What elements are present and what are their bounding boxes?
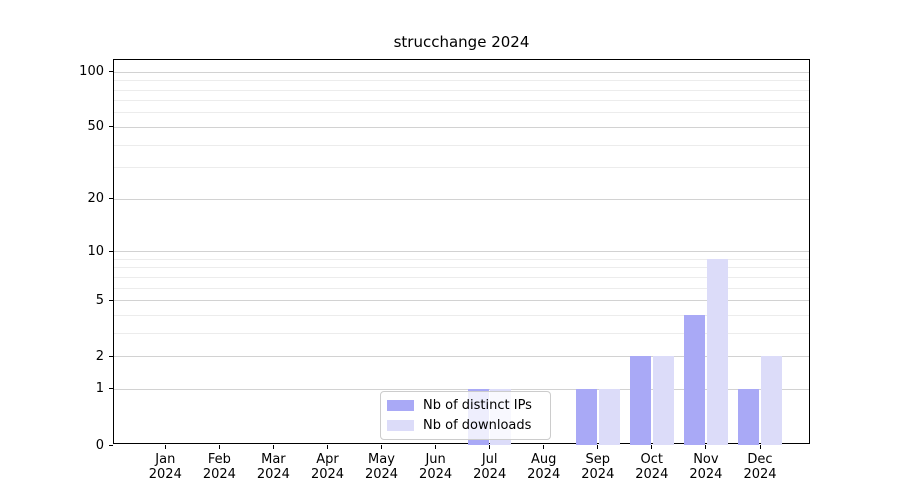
bar-distinct-ips — [738, 388, 760, 445]
bar-distinct-ips — [630, 356, 652, 445]
y-axis-tick — [109, 71, 113, 73]
x-axis-tick — [543, 445, 545, 449]
x-axis-tick — [759, 445, 761, 449]
minor-gridline — [114, 287, 809, 289]
x-axis-tick-label: Oct 2024 — [635, 452, 669, 482]
legend-label-downloads: Nb of downloads — [423, 418, 532, 433]
bar-downloads — [706, 258, 728, 445]
minor-gridline — [114, 112, 809, 114]
y-axis-tick — [109, 250, 113, 252]
x-axis-tick-label: Apr 2024 — [310, 452, 345, 482]
x-axis-tick — [489, 445, 491, 449]
y-axis-tick-label: 1 — [95, 381, 104, 397]
y-axis-tick-label: 100 — [79, 64, 104, 80]
y-axis-tick-label: 0 — [95, 437, 104, 453]
minor-gridline — [114, 89, 809, 91]
major-gridline — [114, 71, 809, 73]
y-axis-tick — [109, 355, 113, 357]
legend-label-distinct-ips: Nb of distinct IPs — [423, 398, 532, 413]
x-axis-tick — [381, 445, 382, 449]
legend-entry-distinct-ips: Nb of distinct IPs — [387, 398, 542, 413]
y-axis-tick-label: 50 — [87, 119, 104, 135]
bar-distinct-ips — [684, 314, 706, 445]
x-axis-tick — [705, 445, 707, 449]
y-axis-tick — [109, 126, 113, 128]
minor-gridline — [114, 276, 809, 278]
x-axis-tick-label: Sep 2024 — [581, 452, 615, 482]
y-axis-tick-label: 20 — [87, 191, 104, 207]
minor-gridline — [114, 267, 809, 269]
x-axis-tick — [272, 445, 274, 449]
y-axis-tick — [109, 299, 113, 301]
x-axis-tick — [435, 445, 437, 449]
x-axis-tick-label: Jan 2024 — [148, 452, 182, 482]
legend-swatch-distinct-ips-icon — [387, 400, 414, 411]
x-axis-tick-label: May 2024 — [364, 452, 399, 482]
minor-gridline — [114, 144, 809, 146]
x-axis-tick-label: Dec 2024 — [743, 452, 777, 482]
x-axis-tick-label: Mar 2024 — [256, 452, 290, 482]
minor-gridline — [114, 332, 809, 334]
major-gridline — [114, 198, 809, 200]
bar-downloads — [652, 356, 674, 445]
bar-downloads — [598, 388, 620, 445]
minor-gridline — [114, 258, 809, 260]
x-axis-tick-label: Nov 2024 — [689, 452, 723, 482]
x-axis-tick-label: Jul 2024 — [473, 452, 507, 482]
y-axis-tick-label: 2 — [95, 348, 104, 364]
y-axis-tick-label: 10 — [87, 243, 104, 259]
y-axis-tick — [109, 444, 113, 446]
legend-entry-downloads: Nb of downloads — [387, 418, 542, 433]
major-gridline — [114, 126, 809, 128]
major-gridline — [114, 251, 809, 252]
x-axis-tick — [597, 445, 599, 449]
x-axis-tick — [218, 445, 220, 449]
major-gridline — [114, 300, 809, 301]
minor-gridline — [114, 167, 809, 169]
minor-gridline — [114, 314, 809, 316]
x-axis-tick — [327, 445, 328, 449]
minor-gridline — [114, 80, 809, 82]
chart-title: strucchange 2024 — [393, 33, 530, 51]
minor-gridline — [114, 100, 809, 102]
y-axis-tick-label: 5 — [95, 292, 104, 308]
major-gridline — [114, 356, 809, 358]
x-axis-tick-label: Jun 2024 — [419, 452, 453, 482]
y-axis-tick — [109, 198, 113, 200]
x-axis-tick — [651, 445, 653, 449]
legend: Nb of distinct IPs Nb of downloads — [380, 391, 551, 440]
bar-distinct-ips — [576, 388, 598, 445]
x-axis-tick-label: Feb 2024 — [202, 452, 236, 482]
bar-downloads — [760, 356, 782, 445]
x-axis-tick-label: Aug 2024 — [527, 452, 561, 482]
legend-swatch-downloads-icon — [387, 420, 414, 431]
y-axis-tick — [109, 388, 113, 390]
major-gridline — [114, 388, 809, 390]
plot-area: Nb of distinct IPs Nb of downloads 0 1 2 5 1… — [79, 59, 810, 482]
x-axis-tick — [164, 445, 166, 449]
